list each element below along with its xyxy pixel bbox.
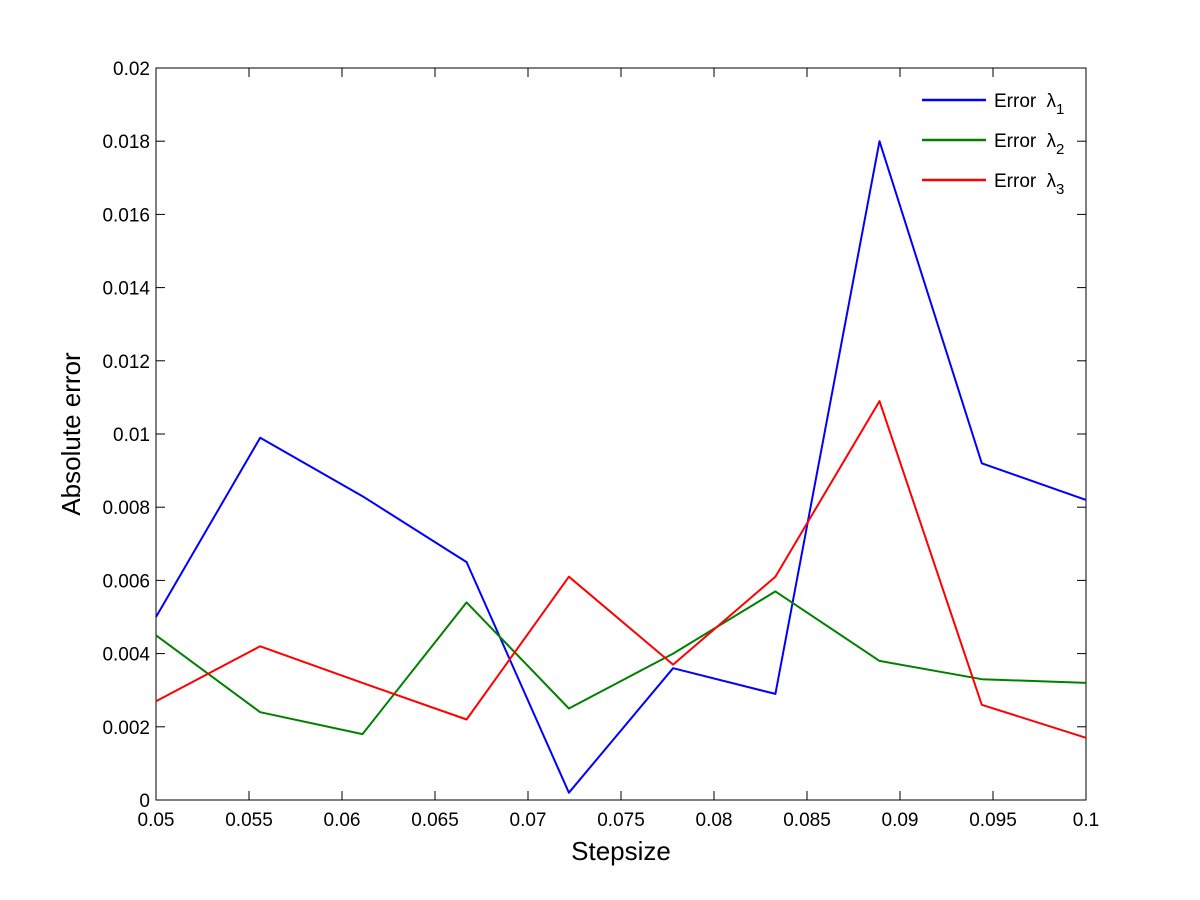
legend-label-1: Error λ1: [994, 91, 1064, 118]
series-line-1: [155, 140, 1087, 794]
plot-area: [155, 67, 1087, 801]
y-tick-label: 0.002: [102, 718, 150, 739]
x-tick-label: 0.075: [597, 810, 645, 831]
y-tick-label: 0.016: [102, 205, 150, 226]
legend-label-prefix: Error: [994, 171, 1042, 192]
legend-label-symbol: λ: [1047, 131, 1057, 152]
x-tick-label: 0.065: [411, 810, 459, 831]
y-tick-label: 0.014: [102, 279, 150, 300]
x-tick-label: 0.1: [1073, 810, 1099, 831]
series-line-3: [155, 400, 1087, 739]
x-tick-label: 0.09: [882, 810, 919, 831]
y-tick-label: 0.02: [113, 59, 150, 80]
y-axis-label: Absolute error: [56, 352, 86, 516]
legend-label-3: Error λ3: [994, 171, 1064, 198]
series-line-2: [155, 590, 1087, 736]
legend-label-subscript: 1: [1056, 101, 1064, 118]
legend-label-symbol: λ: [1047, 171, 1057, 192]
legend-label-2: Error λ2: [994, 131, 1064, 158]
legend-label-subscript: 3: [1056, 181, 1064, 198]
y-tick-label: 0.004: [102, 645, 150, 666]
x-tick-label: 0.07: [510, 810, 547, 831]
x-tick-label: 0.06: [324, 810, 361, 831]
legend-label-prefix: Error: [994, 131, 1042, 152]
x-tick-label: 0.055: [225, 810, 273, 831]
x-tick-label: 0.08: [696, 810, 733, 831]
x-tick-label: 0.095: [969, 810, 1017, 831]
legend-label-symbol: λ: [1047, 91, 1057, 112]
y-tick-label: 0.01: [113, 425, 150, 446]
series-lines: [155, 140, 1087, 794]
x-axis-label: Stepsize: [571, 836, 671, 866]
x-tick-label: 0.085: [783, 810, 831, 831]
y-tick-label: 0.008: [102, 498, 150, 519]
y-tick-label: 0.018: [102, 132, 150, 153]
legend-label-subscript: 2: [1056, 141, 1064, 158]
y-tick-label: 0: [139, 791, 150, 812]
axis-ticks: 0.05 0.055 0.06 0.065 0.07 0.075 0.08 0.085 0.09…: [102, 59, 1099, 831]
legend-label-prefix: Error: [994, 91, 1042, 112]
y-tick-label: 0.006: [102, 571, 150, 592]
x-tick-label: 0.05: [138, 810, 175, 831]
y-tick-label: 0.012: [102, 352, 150, 373]
